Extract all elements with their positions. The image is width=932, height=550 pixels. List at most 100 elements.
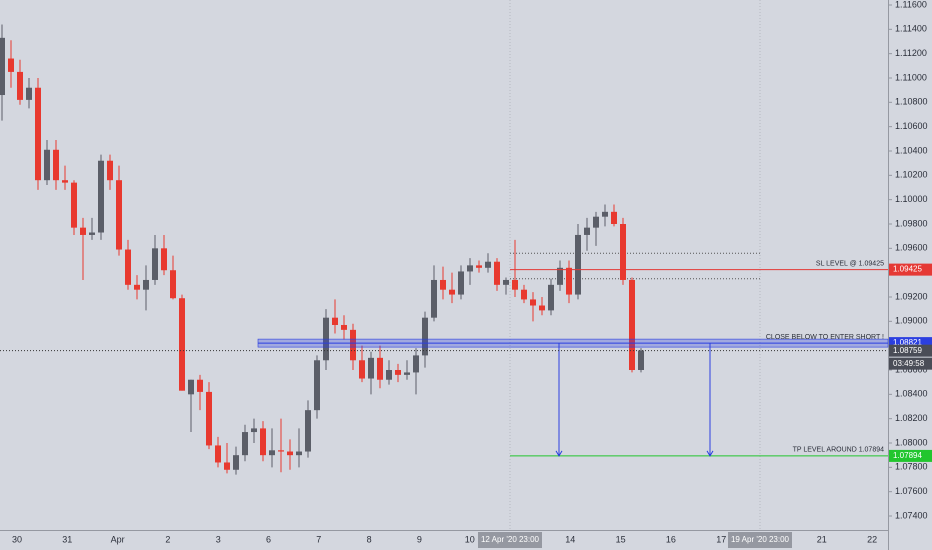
arrow-head [555, 450, 563, 457]
candle-body [584, 227, 590, 235]
candle-body [278, 450, 284, 452]
x-tick-label: 6 [266, 534, 271, 544]
candle-body [359, 360, 365, 379]
candle-body [53, 149, 59, 181]
candle-body [503, 279, 509, 285]
x-tick-label: 9 [417, 534, 422, 544]
candle-body [215, 445, 221, 463]
candle-body [44, 149, 50, 181]
price-tag-label: 1.09425 [893, 265, 922, 274]
time-tag [478, 532, 542, 548]
candle-body [98, 160, 104, 233]
x-tick-label: 10 [465, 534, 475, 544]
y-tick-label: 1.09600 [895, 243, 928, 253]
candle-body [512, 279, 518, 290]
candle-body [233, 455, 239, 470]
candle-body [35, 87, 41, 181]
y-tick-label: 1.09000 [895, 316, 928, 326]
candle-body [341, 324, 347, 330]
candle-body [314, 360, 320, 411]
y-tick-label: 1.07800 [895, 462, 928, 472]
candle-body [557, 267, 563, 285]
candle-body [638, 350, 644, 371]
y-tick-label: 1.08400 [895, 389, 928, 399]
x-tick-label: 3 [216, 534, 221, 544]
price-tag-label: 1.08821 [893, 338, 922, 347]
candle-body [152, 248, 158, 280]
candle-body [116, 180, 122, 250]
candle-body [494, 261, 500, 285]
candle-body [134, 284, 140, 290]
x-tick-label: 31 [62, 534, 72, 544]
candle-body [566, 267, 572, 295]
candle-body [620, 223, 626, 280]
candle-body [71, 182, 77, 228]
y-tick-label: 1.11400 [895, 24, 927, 34]
level-label: SL LEVEL @ 1.09425 [816, 260, 884, 267]
candle-body [197, 379, 203, 392]
time-tag-label: 19 Apr '20 23:00 [731, 535, 790, 544]
y-tick-label: 1.11600 [895, 0, 927, 9]
y-tick-label: 1.10600 [895, 121, 928, 131]
candle-body [521, 289, 527, 300]
y-tick-label: 1.10200 [895, 170, 928, 180]
candle-body [89, 232, 95, 235]
candle-body [170, 270, 176, 299]
candle-body [251, 428, 257, 433]
x-tick-label: 15 [616, 534, 626, 544]
y-tick-label: 1.08000 [895, 437, 928, 447]
candle-body [188, 379, 194, 395]
level-label: TP LEVEL AROUND 1.07894 [793, 447, 885, 454]
x-tick-label: 21 [817, 534, 827, 544]
candle-body [440, 279, 446, 290]
candle-body [602, 211, 608, 217]
candle-body [611, 211, 617, 224]
candle-body [350, 329, 356, 361]
y-tick-label: 1.11000 [895, 72, 927, 82]
candle-body [287, 451, 293, 456]
candle-body [485, 261, 491, 268]
candle-body [575, 234, 581, 295]
candle-body [332, 317, 338, 325]
candle-body [431, 279, 437, 318]
x-tick-label: 2 [165, 534, 170, 544]
time-tag-label: 12 Apr '20 23:00 [481, 535, 540, 544]
price-tag [889, 344, 932, 357]
time-tag [728, 532, 792, 548]
y-tick-label: 1.07400 [895, 510, 928, 520]
candle-body [539, 305, 545, 311]
price-tag [889, 263, 932, 276]
candle-body [161, 248, 167, 271]
candle-body [386, 370, 392, 380]
candle-body [305, 410, 311, 452]
candle-body [242, 432, 248, 456]
y-tick-label: 1.09800 [895, 218, 928, 228]
y-tick-label: 1.11200 [895, 48, 927, 58]
candle-body [449, 289, 455, 295]
candle-body [458, 271, 464, 295]
candle-body [143, 279, 149, 290]
candle-body [530, 299, 536, 306]
candle-body [17, 71, 23, 100]
candle-body [476, 265, 482, 268]
x-tick-label: 8 [367, 534, 372, 544]
candle-body [107, 160, 113, 181]
y-tick-label: 1.08200 [895, 413, 928, 423]
y-tick-label: 1.10800 [895, 97, 928, 107]
x-tick-label: Apr [111, 534, 125, 544]
candle-body [269, 450, 275, 456]
candle-body [395, 370, 401, 375]
level-label: CLOSE BELOW TO ENTER SHORT ! [766, 334, 884, 341]
y-tick-label: 1.07600 [895, 486, 928, 496]
candle-body [8, 58, 14, 72]
candle-body [413, 355, 419, 373]
y-tick-label: 1.10400 [895, 145, 928, 155]
candle-body [80, 227, 86, 235]
candle-body [206, 391, 212, 446]
candle-body [548, 284, 554, 311]
y-tick-label: 1.09200 [895, 291, 928, 301]
candle-body [629, 279, 635, 371]
candle-body [296, 451, 302, 456]
